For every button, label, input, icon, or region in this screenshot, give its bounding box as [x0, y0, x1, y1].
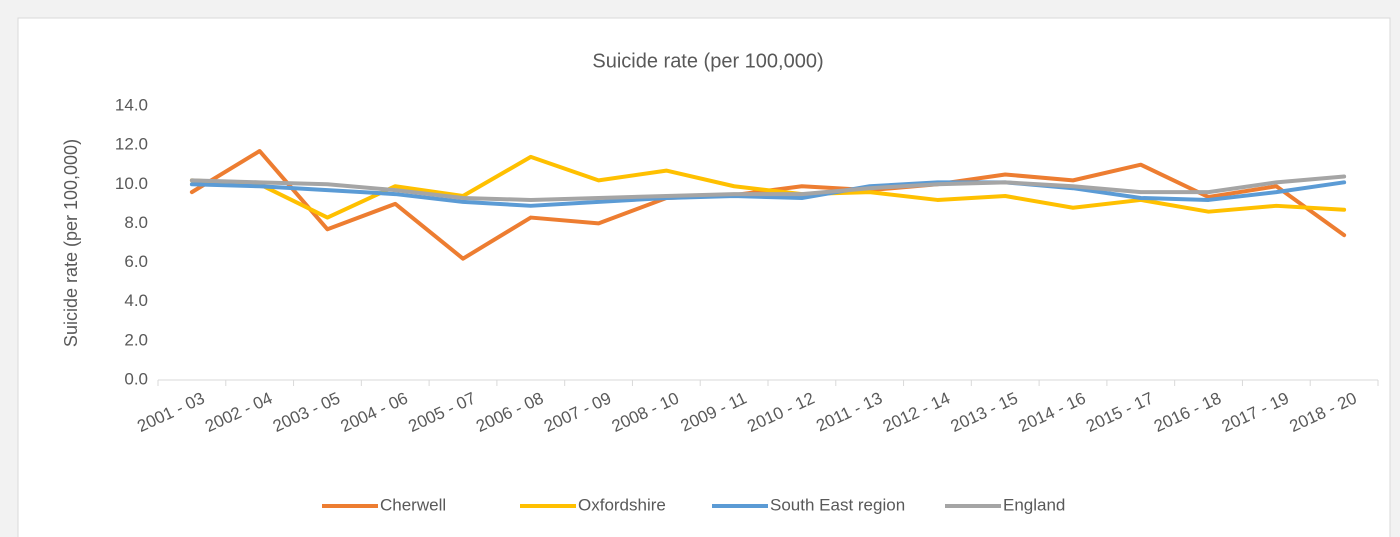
y-tick-label: 10.0: [115, 174, 148, 193]
legend-label: England: [1003, 495, 1065, 514]
chart-frame: [17, 17, 1391, 537]
y-tick-label: 4.0: [124, 291, 148, 310]
legend-label: Cherwell: [380, 495, 446, 514]
y-tick-label: 2.0: [124, 330, 148, 349]
chart-title: Suicide rate (per 100,000): [592, 50, 823, 72]
y-tick-label: 8.0: [124, 213, 148, 232]
y-tick-label: 0.0: [124, 369, 148, 388]
legend-label: Oxfordshire: [578, 495, 666, 514]
series-line: [189, 180, 1347, 208]
series-line: [189, 174, 1347, 202]
y-tick-label: 6.0: [124, 252, 148, 271]
y-axis-label: Suicide rate (per 100,000): [61, 139, 81, 347]
legend-label: South East region: [770, 495, 905, 514]
y-tick-label: 12.0: [115, 135, 148, 154]
y-tick-label: 14.0: [115, 95, 148, 114]
